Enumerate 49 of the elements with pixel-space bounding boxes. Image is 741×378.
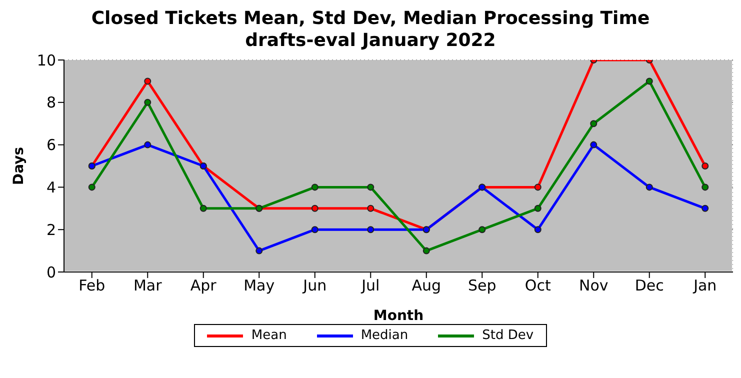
x-tick-label: Apr	[190, 276, 218, 295]
point	[590, 141, 598, 148]
chart-subtitle: drafts-eval January 2022	[244, 30, 497, 52]
point	[88, 184, 96, 191]
point	[534, 184, 542, 191]
point	[256, 247, 263, 254]
point	[144, 78, 152, 85]
point	[422, 247, 430, 254]
point	[702, 184, 709, 191]
point	[646, 78, 653, 85]
x-tick-label: Oct	[524, 276, 551, 295]
x-tick-label: May	[244, 276, 275, 295]
y-tick-label: 0	[46, 263, 56, 282]
x-tick-label: Jan	[692, 276, 717, 295]
point	[311, 184, 318, 191]
y-tick-label: 2	[46, 220, 56, 239]
point	[367, 204, 374, 212]
x-tick-label: Nov	[578, 276, 608, 295]
y-axis-title: Days	[10, 146, 27, 186]
point	[534, 204, 542, 212]
x-tick-label: Dec	[634, 276, 664, 295]
point	[200, 204, 207, 212]
point	[702, 162, 709, 170]
x-tick-label: Feb	[78, 276, 106, 295]
x-tick-label: Mar	[133, 276, 163, 295]
point	[311, 226, 318, 234]
x-axis-title: Month	[373, 308, 424, 324]
legend-label: Std Dev	[482, 328, 534, 343]
x-tick-label: Jul	[360, 276, 380, 295]
point	[534, 226, 542, 234]
point	[311, 204, 318, 212]
y-tick-label: 10	[36, 51, 56, 70]
point	[646, 184, 653, 191]
x-tick-label: Jun	[302, 276, 327, 295]
point	[702, 204, 709, 212]
legend-label: Mean	[251, 328, 287, 343]
x-tick-label: Sep	[468, 276, 496, 295]
point	[478, 226, 486, 234]
x-tick-label: Aug	[412, 276, 442, 295]
point	[367, 226, 374, 234]
point	[144, 98, 152, 106]
point	[590, 120, 598, 128]
y-tick-label: 4	[46, 178, 56, 197]
y-tick-label: 6	[46, 136, 56, 154]
point	[144, 141, 152, 148]
point	[367, 184, 374, 191]
legend-label: Median	[360, 328, 408, 343]
y-tick-label: 8	[46, 94, 56, 112]
chart-title: Closed Tickets Mean, Std Dev, Median Processing Time	[90, 8, 651, 30]
